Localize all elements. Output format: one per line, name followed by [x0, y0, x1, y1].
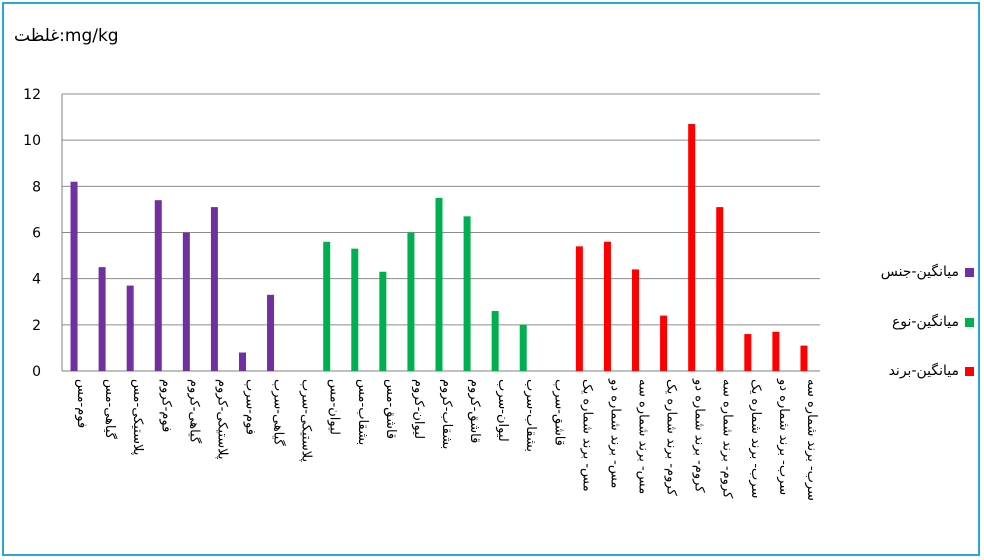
legend-label-series-1: میانگین-جنس	[880, 264, 959, 280]
x-tick-label: پلاستیکی-کروم	[214, 379, 229, 460]
x-tick-label: فوم-سرب	[242, 379, 257, 435]
x-tick-label: سرب- برند شماره دو	[776, 378, 791, 495]
bar	[126, 285, 134, 371]
x-tick-label: لیوان-سرب	[495, 379, 510, 442]
y-tick-label: 6	[32, 226, 41, 242]
bar	[519, 324, 527, 371]
y-tick-label: 4	[32, 272, 41, 288]
x-tick-label: قاشق-مس	[383, 379, 398, 439]
bar	[351, 248, 359, 371]
y-tick-label: 0	[32, 364, 41, 380]
x-tick-label: لیوان-کروم	[411, 379, 426, 439]
legend-label-series-2: میانگین-نوع	[891, 314, 959, 330]
x-tick-label: گیاهی-سرب	[271, 379, 287, 447]
x-tick-label: بشقاب-مس	[355, 379, 370, 445]
bar	[491, 310, 499, 371]
y-tick-label: 8	[32, 179, 41, 195]
x-tick-label: سرب- برند شماره سه	[804, 379, 819, 501]
x-tick-label: فوم-مس	[74, 379, 89, 428]
x-tick-label: فوم-کروم	[158, 379, 173, 432]
x-tick-label: پلاستیکی-مس	[130, 379, 145, 456]
x-tick-label: مس- برند شماره دو	[607, 378, 622, 488]
legend-item-series-3: میانگین-برند	[838, 361, 978, 381]
bar	[660, 315, 668, 371]
x-tick-label: لیوان-مس	[327, 379, 342, 435]
x-tick-label: پلاستیکی-سرب	[299, 379, 314, 463]
x-tick-label: مس- برند شماره سه	[636, 379, 651, 494]
legend-swatch-series-1	[965, 267, 974, 277]
bar	[210, 207, 218, 371]
bar	[688, 124, 696, 371]
bar	[716, 207, 724, 371]
bar	[182, 232, 190, 371]
x-tick-label: قاشق-کروم	[467, 379, 482, 443]
y-tick-label: 12	[23, 87, 41, 103]
y-tick-label: 10	[23, 133, 41, 149]
y-tick-label: 2	[32, 318, 41, 334]
x-tick-label: بشقاب-کروم	[439, 379, 454, 449]
bar	[323, 241, 331, 371]
x-tick-label: سرب- برند شماره یک	[748, 379, 763, 498]
bar	[632, 269, 640, 371]
chart-title: غلظت:mg/kg	[14, 26, 119, 46]
bar	[772, 331, 780, 371]
bar	[800, 345, 808, 371]
bar	[70, 181, 78, 371]
bar	[435, 197, 443, 371]
x-tick-label: مس- برند شماره یک	[579, 379, 594, 492]
bar	[463, 216, 471, 371]
legend-item-series-1: میانگین-جنس	[838, 262, 978, 282]
x-tick-label: گیاهی-کروم	[186, 379, 202, 444]
x-tick-label: بشقاب-سرب	[523, 379, 538, 452]
bar	[267, 294, 275, 371]
legend-item-series-2: میانگین-نوع	[838, 312, 978, 332]
bar	[379, 271, 387, 371]
legend-swatch-series-2	[965, 317, 974, 327]
legend-swatch-series-3	[965, 366, 974, 376]
x-tick-label: گیاهی-مس	[102, 379, 118, 440]
bar	[407, 232, 415, 371]
bar	[98, 267, 106, 371]
x-tick-label: قاشق-سرب	[551, 379, 566, 446]
bar	[603, 241, 611, 371]
x-tick-label: کروم- برند شماره سه	[720, 379, 735, 499]
x-tick-label: کروم- برند شماره یک	[664, 379, 679, 497]
x-tick-label: کروم- برند شماره دو	[692, 378, 707, 493]
bar	[744, 334, 752, 371]
bar	[575, 246, 583, 371]
bar	[154, 200, 162, 371]
bar	[238, 352, 246, 371]
legend-label-series-3: میانگین-برند	[888, 363, 959, 379]
